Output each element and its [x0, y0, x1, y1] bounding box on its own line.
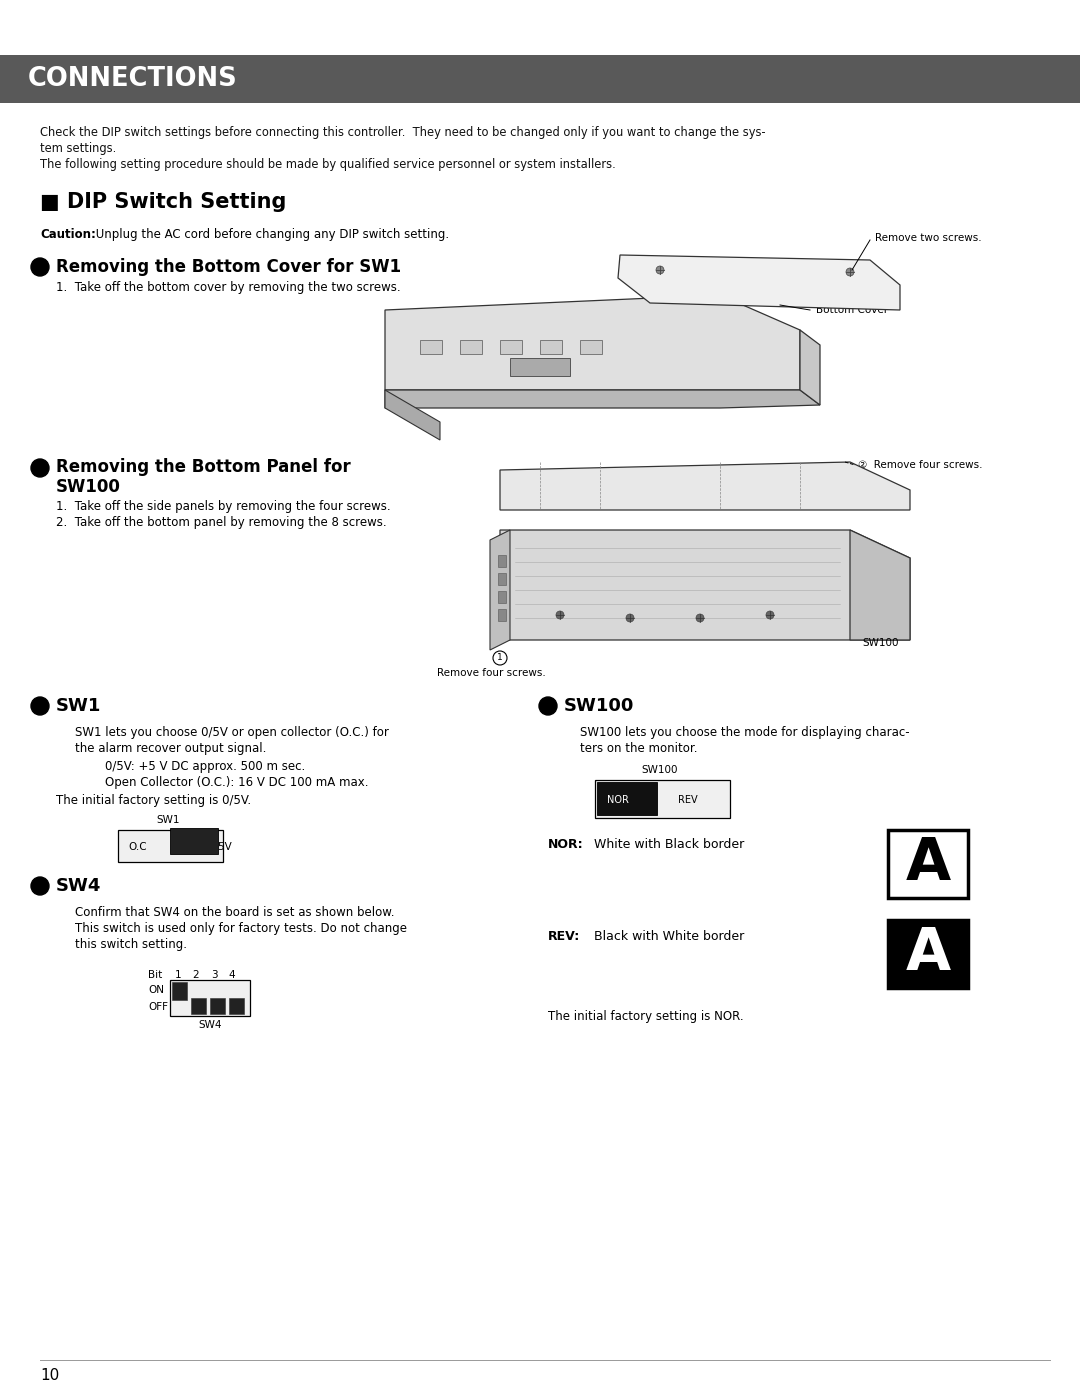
Bar — [540, 340, 562, 354]
Circle shape — [539, 697, 557, 715]
Text: ②  Remove four screws.: ② Remove four screws. — [858, 460, 983, 470]
Circle shape — [696, 614, 704, 623]
Text: NOR:: NOR: — [548, 838, 583, 851]
Text: 10: 10 — [40, 1368, 59, 1384]
Bar — [191, 997, 206, 1014]
Bar — [0, 55, 1080, 104]
Bar — [229, 997, 244, 1014]
Bar — [498, 574, 507, 585]
Text: Caution:: Caution: — [40, 228, 96, 241]
Bar — [595, 781, 730, 818]
Text: The initial factory setting is 0/5V.: The initial factory setting is 0/5V. — [56, 795, 252, 807]
Text: Removing the Bottom Panel for: Removing the Bottom Panel for — [56, 457, 351, 476]
Circle shape — [846, 269, 854, 276]
Polygon shape — [500, 462, 910, 511]
Text: 1.  Take off the side panels by removing the four screws.: 1. Take off the side panels by removing … — [56, 499, 391, 513]
Text: A: A — [905, 926, 950, 982]
Text: Remove four screws.: Remove four screws. — [437, 667, 545, 679]
Bar — [888, 921, 968, 988]
Bar — [498, 555, 507, 567]
Bar — [888, 830, 968, 898]
Text: This switch is used only for factory tests. Do not change: This switch is used only for factory tes… — [75, 922, 407, 935]
Text: Unplug the AC cord before changing any DIP switch setting.: Unplug the AC cord before changing any D… — [92, 228, 449, 241]
Text: Confirm that SW4 on the board is set as shown below.: Confirm that SW4 on the board is set as … — [75, 907, 394, 919]
Polygon shape — [500, 530, 910, 639]
Text: The initial factory setting is NOR.: The initial factory setting is NOR. — [548, 1010, 744, 1023]
Text: O.C: O.C — [129, 842, 147, 852]
Text: this switch setting.: this switch setting. — [75, 937, 187, 951]
Bar — [118, 830, 222, 862]
Text: SW100: SW100 — [56, 478, 121, 497]
Text: SW4: SW4 — [199, 1020, 221, 1030]
Text: The following setting procedure should be made by qualified service personnel or: The following setting procedure should b… — [40, 158, 616, 171]
Text: Bottom Cover: Bottom Cover — [816, 305, 888, 315]
Bar — [498, 590, 507, 603]
Text: 3: 3 — [211, 970, 217, 981]
Text: Black with White border: Black with White border — [590, 930, 744, 943]
Circle shape — [31, 877, 49, 895]
Bar — [597, 782, 657, 816]
Text: Check the DIP switch settings before connecting this controller.  They need to b: Check the DIP switch settings before con… — [40, 126, 766, 139]
Circle shape — [492, 651, 507, 665]
Polygon shape — [618, 255, 900, 311]
Text: 1.  Take off the bottom cover by removing the two screws.: 1. Take off the bottom cover by removing… — [56, 281, 401, 294]
Text: 0/5V: +5 V DC approx. 500 m sec.: 0/5V: +5 V DC approx. 500 m sec. — [90, 760, 306, 774]
Text: SW1: SW1 — [56, 697, 102, 715]
Bar — [500, 340, 522, 354]
Circle shape — [31, 459, 49, 477]
Bar — [580, 340, 602, 354]
Text: White with Black border: White with Black border — [590, 838, 744, 851]
Text: 1: 1 — [497, 653, 503, 663]
Text: 2: 2 — [192, 970, 200, 981]
Text: A: A — [905, 835, 950, 893]
Circle shape — [31, 257, 49, 276]
Polygon shape — [384, 390, 820, 409]
Text: tem settings.: tem settings. — [40, 143, 117, 155]
Circle shape — [626, 614, 634, 623]
Bar — [172, 982, 187, 1000]
Text: ters on the monitor.: ters on the monitor. — [580, 741, 698, 755]
Bar — [510, 358, 570, 376]
Text: ■ DIP Switch Setting: ■ DIP Switch Setting — [40, 192, 286, 213]
Text: SW1: SW1 — [157, 816, 179, 825]
Text: 0/5V: 0/5V — [208, 842, 232, 852]
Text: REV:: REV: — [548, 930, 580, 943]
Polygon shape — [850, 530, 910, 639]
Text: ON: ON — [148, 985, 164, 995]
Text: REV: REV — [678, 795, 698, 804]
Circle shape — [31, 697, 49, 715]
Polygon shape — [384, 295, 800, 390]
Text: Bit: Bit — [148, 970, 162, 981]
Text: SW100: SW100 — [862, 638, 899, 648]
Text: Removing the Bottom Cover for SW1: Removing the Bottom Cover for SW1 — [56, 257, 401, 276]
Text: 1: 1 — [175, 970, 181, 981]
Bar — [420, 340, 442, 354]
Text: CONNECTIONS: CONNECTIONS — [28, 66, 238, 92]
Text: SW100: SW100 — [642, 765, 678, 775]
Text: OFF: OFF — [148, 1002, 168, 1011]
Bar — [210, 997, 225, 1014]
Text: SW1 lets you choose 0/5V or open collector (O.C.) for: SW1 lets you choose 0/5V or open collect… — [75, 726, 389, 739]
Text: SW100: SW100 — [564, 697, 634, 715]
Text: SW4: SW4 — [56, 877, 102, 895]
Bar — [498, 609, 507, 621]
Text: Open Collector (O.C.): 16 V DC 100 mA max.: Open Collector (O.C.): 16 V DC 100 mA ma… — [90, 776, 368, 789]
Circle shape — [556, 611, 564, 618]
Bar — [170, 981, 249, 1016]
Text: Remove two screws.: Remove two screws. — [875, 234, 982, 243]
Bar — [170, 828, 218, 853]
Text: NOR: NOR — [607, 795, 629, 804]
Polygon shape — [490, 530, 510, 651]
Circle shape — [656, 266, 664, 274]
Text: the alarm recover output signal.: the alarm recover output signal. — [75, 741, 267, 755]
Polygon shape — [800, 330, 820, 404]
Bar — [460, 340, 482, 354]
Text: 4: 4 — [229, 970, 235, 981]
Text: SW100 lets you choose the mode for displaying charac-: SW100 lets you choose the mode for displ… — [580, 726, 909, 739]
Polygon shape — [384, 390, 440, 441]
Circle shape — [766, 611, 774, 618]
Text: 2.  Take off the bottom panel by removing the 8 screws.: 2. Take off the bottom panel by removing… — [56, 516, 387, 529]
